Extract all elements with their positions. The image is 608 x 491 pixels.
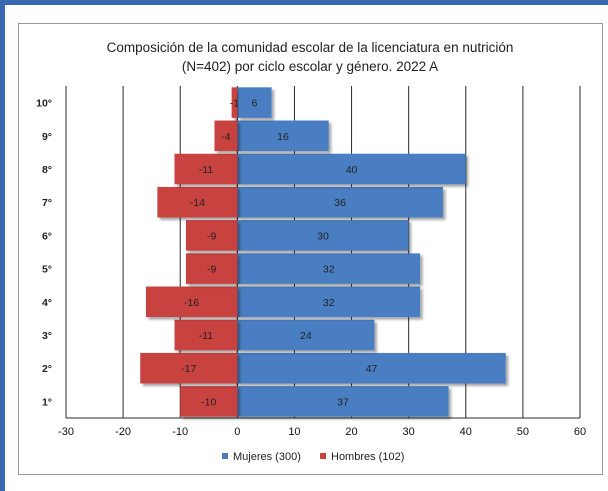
chart-title-line-1: Composición de la comunidad escolar de l…	[107, 40, 514, 55]
data-label-mujeres-4: 32	[323, 297, 335, 309]
y-tick-label: 3°	[42, 330, 52, 342]
bar-hombres-3	[174, 319, 238, 351]
y-tick-label: 1°	[42, 396, 52, 408]
y-tick-label: 10°	[36, 98, 52, 110]
y-tick-label: 5°	[42, 264, 52, 276]
data-label-hombres-6: -9	[207, 230, 216, 242]
data-label-mujeres-10: 6	[252, 98, 258, 110]
data-label-hombres-1: -10	[201, 396, 216, 408]
data-label-hombres-10: -1	[230, 98, 239, 110]
data-label-mujeres-5: 32	[323, 264, 335, 276]
data-label-hombres-2: -17	[181, 363, 196, 375]
x-tick-label: 40	[460, 426, 472, 438]
data-label-mujeres-6: 30	[317, 230, 329, 242]
x-tick-label: 20	[345, 426, 357, 438]
bar-hombres-2	[140, 352, 238, 384]
bar-hombres-5	[185, 253, 238, 284]
data-label-hombres-8: -11	[199, 164, 214, 176]
bar-mujeres-9	[237, 120, 329, 152]
y-tick-label: 7°	[42, 197, 52, 209]
bar-mujeres-6	[237, 220, 409, 251]
x-tick-label: 10	[288, 426, 300, 438]
bar-hombres-10	[231, 87, 238, 118]
x-tick-label: -30	[58, 426, 74, 438]
bar-mujeres-8	[237, 153, 466, 185]
bar-hombres-9	[214, 120, 238, 152]
data-label-hombres-5: -9	[207, 264, 216, 276]
x-tick-label: -10	[172, 426, 188, 438]
chart-title-line-2: (N=402) por ciclo escolar y género. 2022…	[182, 59, 438, 74]
bar-hombres-4	[145, 286, 238, 318]
data-label-hombres-4: -16	[184, 297, 199, 309]
y-tick-label: 2°	[42, 363, 52, 375]
data-label-mujeres-3: 24	[300, 330, 312, 342]
data-labels: 37 47 24 32 32 30 36 40 16 6 -10 -17 -11 -16 -9 -9 -14 -1…	[181, 98, 377, 409]
x-tick-label: 50	[517, 426, 529, 438]
bar-mujeres-5	[237, 253, 421, 284]
x-tick-label: 0	[234, 426, 240, 438]
y-tick-label: 6°	[42, 230, 52, 242]
y-tick-label: 8°	[42, 164, 52, 176]
bar-hombres-7	[157, 186, 238, 218]
data-label-hombres-3: -11	[199, 330, 214, 342]
x-tick-label: 30	[403, 426, 415, 438]
chart-title: Composición de la comunidad escolar de l…	[107, 40, 514, 74]
bar-mujeres-1	[237, 386, 449, 417]
bar-hombres-8	[174, 153, 238, 185]
legend-label: Mujeres (300)	[233, 451, 301, 463]
x-tick-label: -20	[115, 426, 131, 438]
bar-mujeres-3	[237, 319, 375, 351]
data-label-mujeres-7: 36	[334, 197, 346, 209]
data-label-hombres-9: -4	[221, 131, 230, 143]
bar-mujeres-7	[237, 186, 443, 218]
x-tick-label: 60	[574, 426, 586, 438]
legend: Mujeres (300) Hombres (102)	[222, 451, 404, 463]
legend-label: Hombres (102)	[331, 451, 404, 463]
y-axis: 1° 2° 3° 4° 5° 6° 7° 8° 9° 10°	[36, 98, 52, 409]
bars	[140, 87, 506, 417]
legend-swatch	[222, 453, 228, 459]
x-axis: -30 -20 -10 0 10 20 30 40 50 60	[58, 426, 586, 438]
data-label-mujeres-8: 40	[346, 164, 358, 176]
data-label-mujeres-2: 47	[366, 363, 378, 375]
data-label-mujeres-1: 37	[337, 396, 349, 408]
bar-mujeres-2	[237, 352, 506, 384]
bar-mujeres-4	[237, 286, 421, 318]
bar-hombres-6	[185, 220, 238, 251]
data-label-mujeres-9: 16	[277, 131, 289, 143]
y-tick-label: 9°	[42, 131, 52, 143]
bar-hombres-1	[180, 386, 238, 417]
data-label-hombres-7: -14	[190, 197, 205, 209]
legend-swatch	[320, 453, 326, 459]
y-tick-label: 4°	[42, 297, 52, 309]
bar-mujeres-10	[237, 87, 272, 118]
